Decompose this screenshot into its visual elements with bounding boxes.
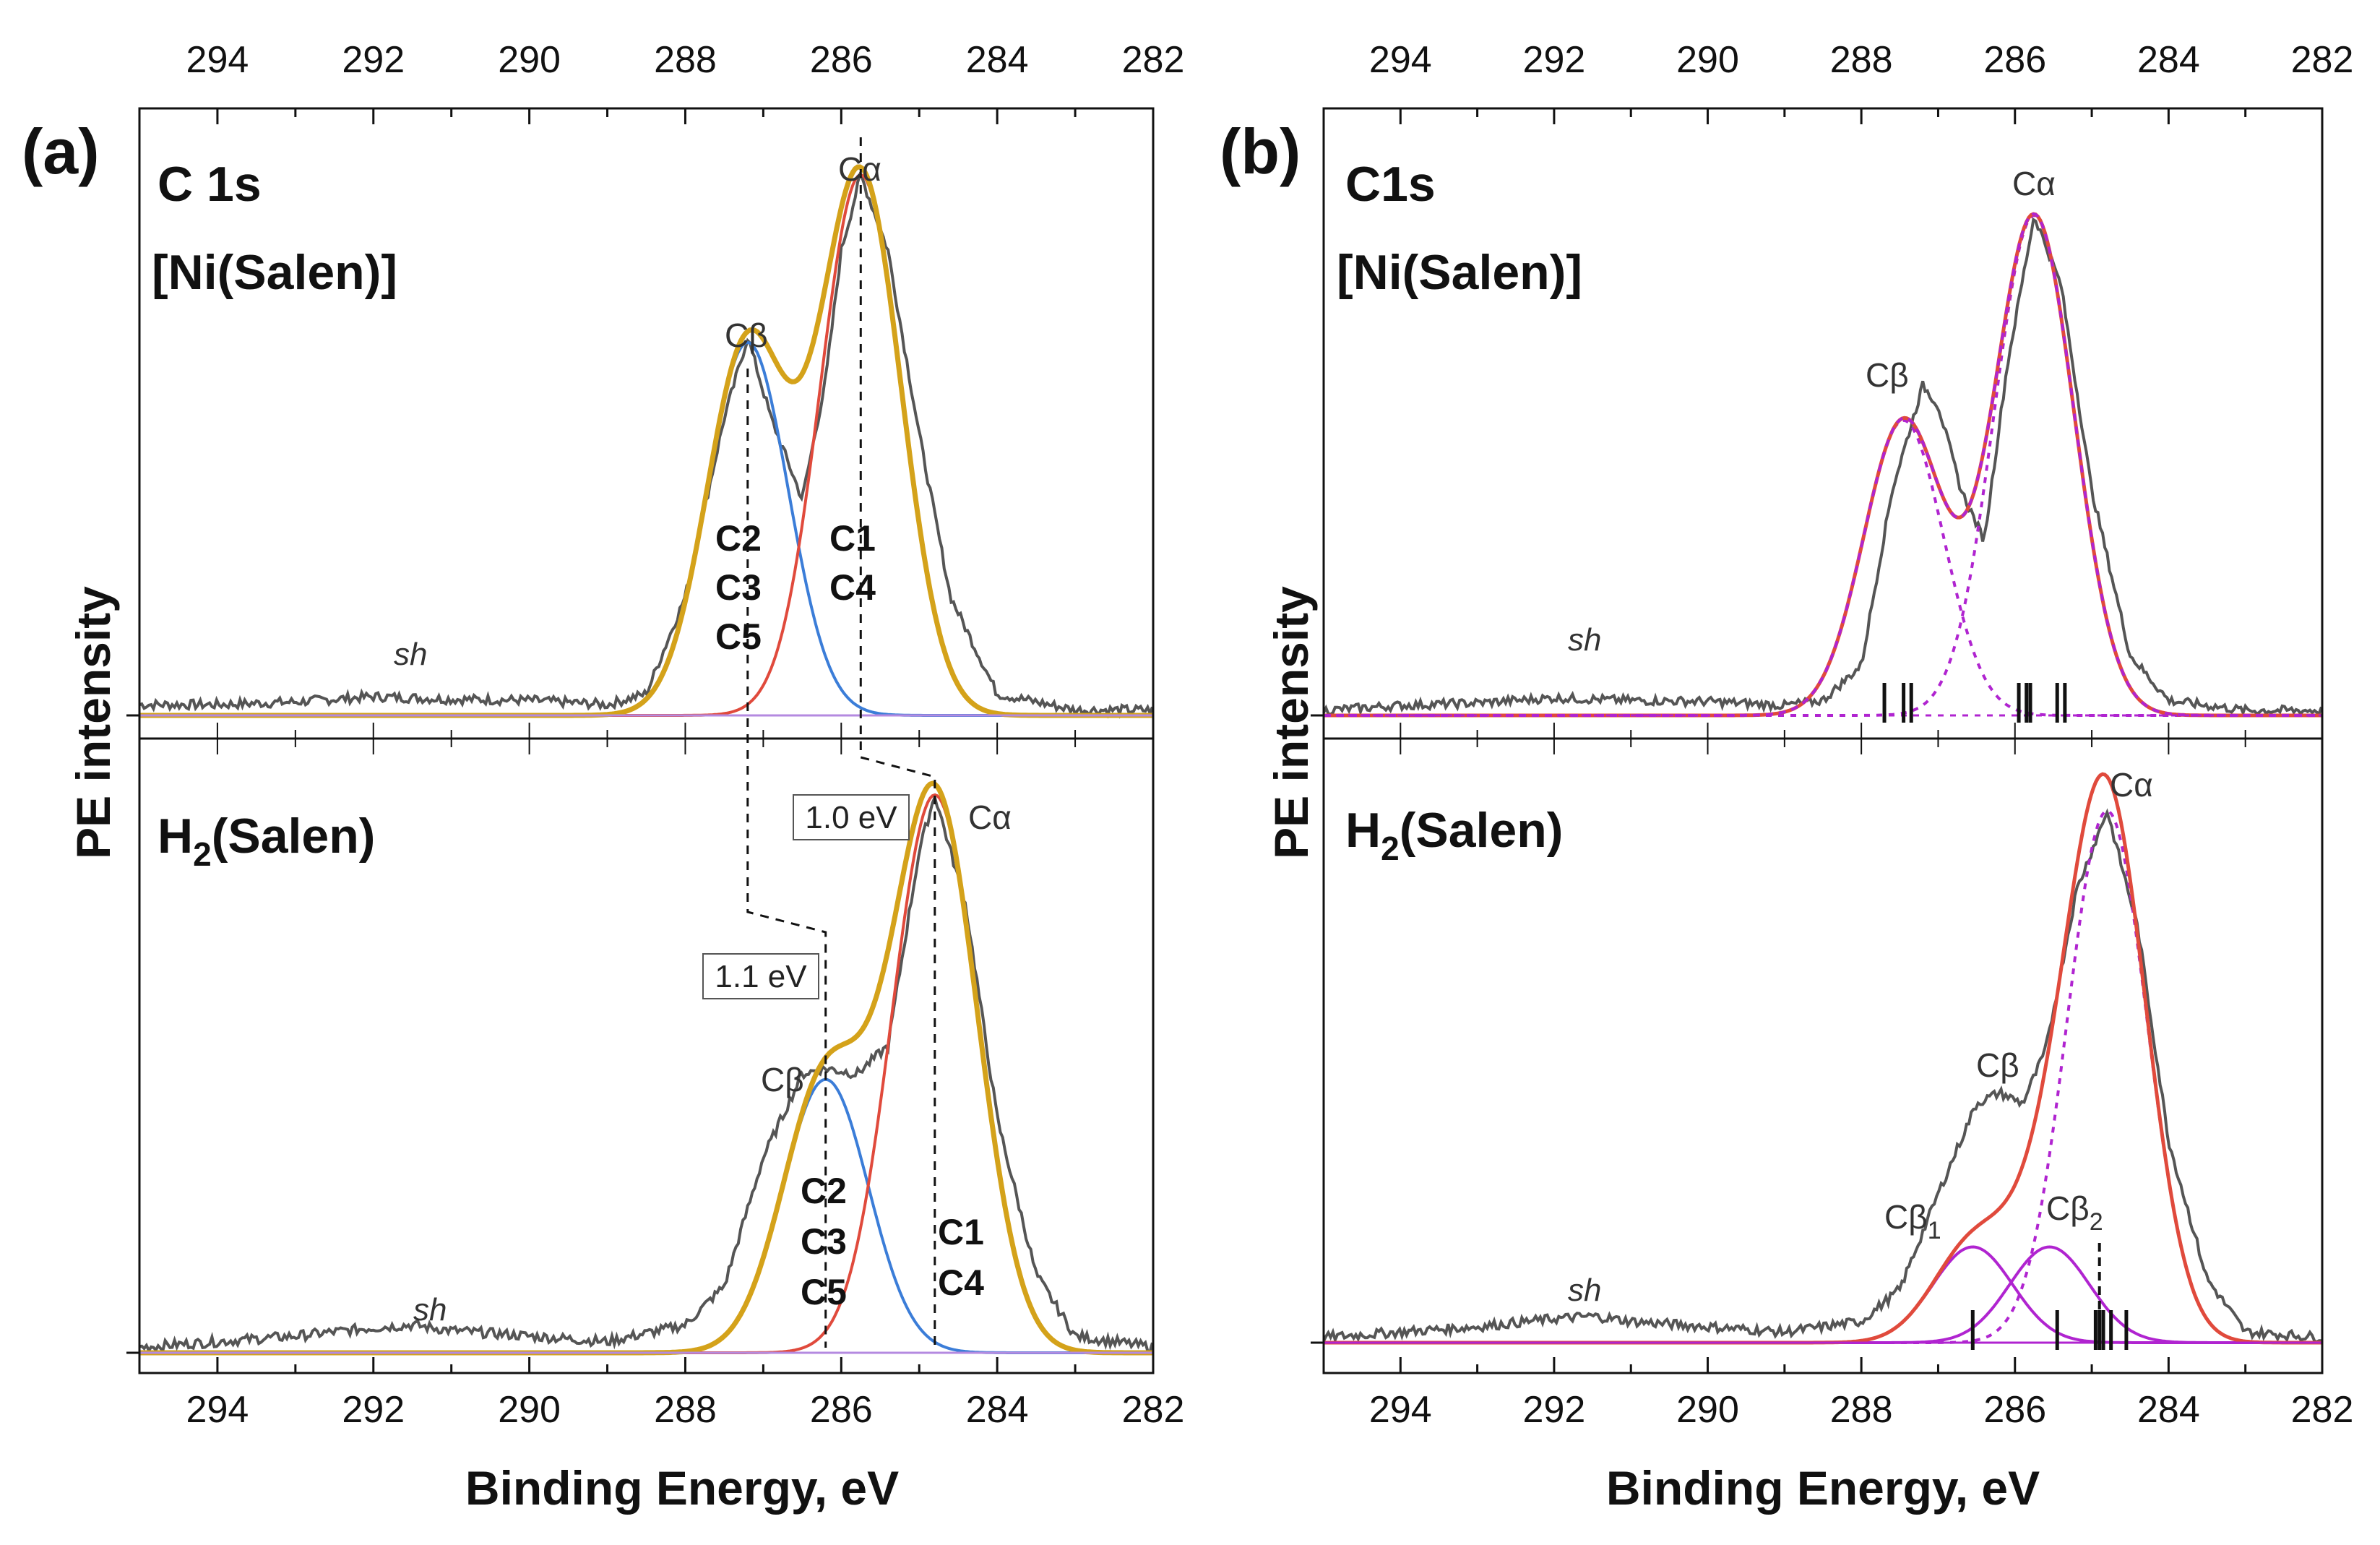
panel-a-bottom-atom-c4: C4 <box>938 1262 984 1303</box>
bottom-tick-label: 288 <box>1830 1389 1893 1431</box>
component-C-line <box>139 340 1152 717</box>
bottom-tick-label: 290 <box>498 1389 561 1431</box>
panel-a-top-core-label: C 1s <box>158 157 262 212</box>
bottom-tick-label: 286 <box>1983 1389 2046 1431</box>
panel-a-letter: (a) <box>22 116 100 187</box>
panel-b-bottom-sample-label: H2(Salen) <box>1345 803 1563 867</box>
panel-a-x-axis-title: Binding Energy, eV <box>465 1461 899 1515</box>
panel-a-top-sample-label: [Ni(Salen)] <box>152 245 397 300</box>
panel-a-ticks: 294 294 292 292 290 290 288 288 286 286 284 284 282 2… <box>126 39 1184 1431</box>
panel-a: (a) PE intensity Binding Energy, eV 2942… <box>22 39 1184 1515</box>
component-C-line <box>1324 418 2321 717</box>
panel-a-top-atom-c1: C1 <box>829 518 876 559</box>
bottom-tick-label: 282 <box>1122 1389 1185 1431</box>
top-tick-label: 290 <box>1676 39 1739 81</box>
top-tick-label: 284 <box>966 39 1029 81</box>
bottom-tick-label: 288 <box>654 1389 717 1431</box>
top-tick-label: 286 <box>1983 39 2046 81</box>
top-tick-label: 288 <box>654 39 717 81</box>
component-C-line <box>1324 809 2321 1344</box>
panel-a-bottom-atom-c3: C3 <box>801 1221 847 1262</box>
panel-a-bottom-atom-c1: C1 <box>938 1212 984 1252</box>
panel-a-top-plot <box>139 164 1154 719</box>
panel-a-top-atom-c4: C4 <box>829 567 876 608</box>
calpha-shift-guide <box>859 137 936 1348</box>
panel-b-top-core-label: C1s <box>1345 157 1436 212</box>
panel-b-top-cbeta-label: Cβ <box>1866 356 1909 394</box>
fit-envelope-line <box>1324 772 2321 1345</box>
panel-b-ticks: 294 294 292 292 290 290 288 288 286 286 284 284 282 2… <box>1311 39 2353 1431</box>
panel-b-bottom-cbeta1-label: Cβ1 <box>1884 1198 1941 1244</box>
top-tick-label: 292 <box>1523 39 1586 81</box>
bottom-tick-label: 294 <box>1369 1389 1432 1431</box>
panel-b-top-sh-label: sh <box>1568 622 1601 658</box>
panel-a-bottom-sh-label: sh <box>413 1292 447 1327</box>
panel-a-top-atom-c3: C3 <box>715 567 762 608</box>
measured-spectrum-line <box>139 793 1154 1354</box>
panel-a-top-atom-c2: C2 <box>715 518 762 559</box>
bottom-tick-label: 292 <box>342 1389 405 1431</box>
panel-b-x-axis-title: Binding Energy, eV <box>1606 1461 2040 1515</box>
top-tick-label: 282 <box>1122 39 1185 81</box>
cbeta-shift-guide <box>746 369 827 1348</box>
measured-spectrum-line <box>1322 217 2323 718</box>
top-tick-label: 292 <box>342 39 405 81</box>
component-C-line <box>139 793 1152 1354</box>
panel-a-top-cbeta-label: Cβ <box>725 317 768 354</box>
top-tick-label: 290 <box>498 39 561 81</box>
panel-a-y-axis-title: PE intensity <box>66 586 120 859</box>
panel-b-y-axis-title: PE intensity <box>1264 586 1318 859</box>
top-tick-label: 286 <box>810 39 873 81</box>
fit-envelope-line <box>139 780 1152 1356</box>
panel-a-shift-beta-box <box>702 953 819 999</box>
panel-a-top-calpha-label: Cα <box>838 150 881 188</box>
panel-b-bottom-plot <box>1322 772 2322 1350</box>
panel-b-bottom-sh-label: sh <box>1568 1273 1601 1308</box>
top-tick-label: 288 <box>1830 39 1893 81</box>
panel-a-bottom-atom-c2: C2 <box>801 1171 847 1211</box>
component-C-line <box>139 1077 1152 1354</box>
panel-b-letter: (b) <box>1220 116 1301 187</box>
panel-a-shift-beta-label: 1.1 eV <box>715 959 807 994</box>
panel-b-bottom-cbeta-label: Cβ <box>1976 1046 2019 1084</box>
panel-a-top-sh-label: sh <box>394 637 427 672</box>
top-tick-label: 294 <box>186 39 249 81</box>
panel-b-bottom-calpha-label: Cα <box>2110 766 2153 804</box>
panel-a-shift-alpha-box <box>793 794 910 840</box>
bottom-tick-label: 284 <box>2137 1389 2200 1431</box>
panel-b-top-calpha-label: Cα <box>2012 165 2056 202</box>
panel-a-bottom-cbeta-label: Cβ <box>761 1061 804 1098</box>
panel-a-shift-alpha-label: 1.0 eV <box>805 800 897 835</box>
panel-a-top-atom-c5: C5 <box>715 616 762 657</box>
bottom-tick-label: 284 <box>966 1389 1029 1431</box>
bottom-tick-label: 292 <box>1523 1389 1586 1431</box>
panel-b-top-sample-label: [Ni(Salen)] <box>1337 245 1582 300</box>
panel-a-bottom-atom-c5: C5 <box>801 1272 847 1312</box>
panel-a-bottom-plot <box>139 137 1154 1356</box>
panel-a-bottom-calpha-label: Cα <box>968 799 1012 836</box>
bottom-tick-label: 282 <box>2291 1389 2354 1431</box>
top-tick-label: 294 <box>1369 39 1432 81</box>
panel-b-top-plot <box>1322 212 2323 723</box>
fit-envelope-overlay-line <box>1324 212 2321 717</box>
bottom-tick-label: 294 <box>186 1389 249 1431</box>
bottom-tick-label: 290 <box>1676 1389 1739 1431</box>
panel-b-bottom-cbeta2-label: Cβ2 <box>2046 1189 2103 1236</box>
top-tick-label: 282 <box>2291 39 2354 81</box>
panel-b: (b) PE intensity Binding Energy, eV 2942… <box>1220 39 2353 1515</box>
measured-spectrum-line <box>139 171 1154 719</box>
panel-a-bottom-sample-label: H2(Salen) <box>158 809 375 873</box>
measured-spectrum-line <box>1322 808 2321 1345</box>
bottom-tick-label: 286 <box>810 1389 873 1431</box>
top-tick-label: 284 <box>2137 39 2200 81</box>
